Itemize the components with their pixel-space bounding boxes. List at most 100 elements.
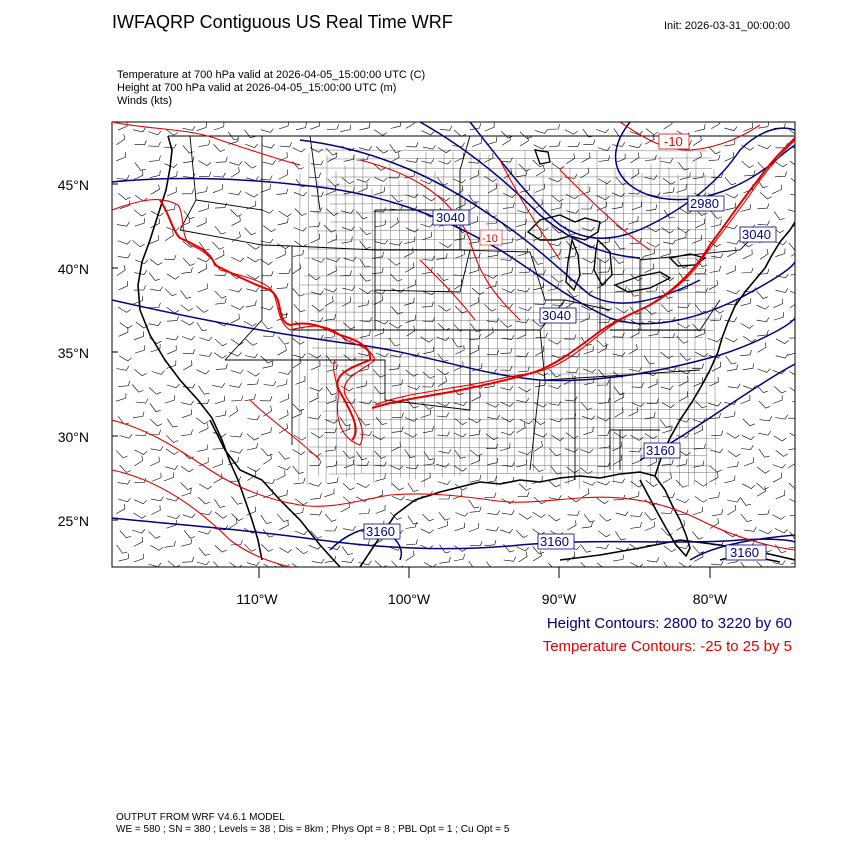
wind-barb	[757, 144, 771, 150]
wind-barb	[596, 339, 609, 348]
wind-barb	[308, 482, 322, 487]
wind-barb	[244, 129, 256, 139]
wind-barb	[245, 338, 258, 346]
wind-barb	[247, 370, 260, 377]
wind-barb	[293, 434, 307, 441]
wind-barb	[740, 444, 754, 450]
wind-barb	[117, 253, 131, 259]
wind-barb	[740, 513, 752, 523]
wind-barb	[246, 256, 260, 263]
wind-barb	[486, 349, 500, 356]
wind-barb	[789, 432, 795, 437]
wind-barb	[229, 382, 242, 388]
wind-barb	[357, 299, 369, 307]
wind-barb	[244, 394, 256, 402]
wind-barb	[261, 143, 275, 149]
wind-barb	[515, 530, 528, 538]
wind-barb	[230, 209, 243, 217]
wind-barb	[343, 459, 354, 469]
wind-barb	[484, 539, 497, 546]
wind-barb	[500, 303, 513, 309]
wind-barb	[388, 363, 400, 371]
wind-barb	[343, 354, 356, 361]
wind-barb	[247, 466, 261, 472]
wind-barb	[166, 186, 177, 197]
wind-barb	[694, 304, 707, 313]
wind-barb	[756, 482, 769, 491]
wind-barb	[213, 473, 223, 484]
subtitle-temperature: Temperature at 700 hPa valid at 2026-04-…	[117, 69, 426, 81]
wind-barb	[165, 128, 179, 136]
wind-barb	[309, 207, 323, 213]
wind-barb	[485, 561, 492, 567]
wind-barb	[678, 562, 692, 567]
wind-barb	[548, 339, 562, 345]
wind-barb	[503, 168, 513, 179]
wind-barb	[292, 288, 305, 297]
wind-barb	[275, 249, 286, 259]
wind-barb	[228, 406, 238, 417]
wind-barb	[789, 386, 795, 392]
wind-barb	[260, 208, 274, 214]
wind-barb	[676, 323, 690, 329]
wind-barb	[708, 155, 721, 161]
wind-barb	[677, 303, 690, 309]
wind-barb	[119, 200, 130, 209]
wind-barb	[436, 412, 450, 418]
wind-barb	[420, 528, 434, 534]
wind-barb	[341, 177, 354, 185]
wind-barb	[775, 353, 789, 359]
wind-barb	[276, 283, 289, 289]
wind-barb	[437, 376, 447, 387]
wind-barb	[263, 563, 277, 567]
wind-barb	[772, 514, 786, 520]
wind-barb	[454, 418, 467, 425]
wind-barb	[580, 562, 586, 567]
wind-barb	[230, 539, 243, 546]
wind-barb	[245, 143, 259, 148]
wind-barb	[181, 429, 193, 436]
wind-barb	[518, 163, 531, 172]
wind-barb	[679, 172, 691, 180]
wind-barb	[631, 455, 642, 465]
wind-barb	[373, 163, 386, 171]
wind-barb	[757, 122, 770, 129]
wind-barb	[292, 353, 306, 358]
wind-barb	[229, 448, 243, 454]
wind-barb	[439, 125, 453, 131]
wind-barb	[675, 498, 690, 504]
wind-barb	[358, 363, 369, 372]
wind-barb	[789, 371, 795, 376]
county-line	[658, 156, 661, 484]
wind-barb	[421, 130, 435, 136]
wind-barb	[310, 160, 324, 166]
wind-barb	[342, 482, 355, 491]
wind-barb	[164, 163, 178, 168]
wind-barb	[263, 331, 276, 337]
map-title: IWFAQRP Contiguous US Real Time WRF	[112, 12, 453, 32]
wind-barb	[471, 391, 481, 402]
wind-barb	[599, 236, 611, 245]
wind-barb	[756, 317, 770, 323]
county-line	[478, 152, 481, 471]
wind-barb	[532, 550, 542, 562]
wind-barb	[163, 472, 174, 482]
wind-barb	[276, 188, 289, 195]
height-label: 3040	[436, 210, 465, 225]
wind-barb	[292, 563, 305, 567]
wind-barb	[566, 209, 580, 214]
wind-barb	[598, 155, 610, 162]
wind-barb	[342, 450, 355, 459]
county-line	[337, 266, 705, 269]
wind-barb	[277, 336, 290, 345]
wind-barb	[677, 161, 690, 171]
wind-barb	[583, 513, 595, 523]
wind-barb	[630, 562, 644, 567]
wind-barb	[359, 330, 371, 338]
wind-barb	[630, 511, 643, 517]
wind-barb	[374, 560, 387, 567]
wind-barb	[148, 130, 162, 136]
wind-barb	[214, 290, 227, 299]
wind-barb	[469, 123, 481, 131]
wind-barb	[758, 448, 770, 458]
